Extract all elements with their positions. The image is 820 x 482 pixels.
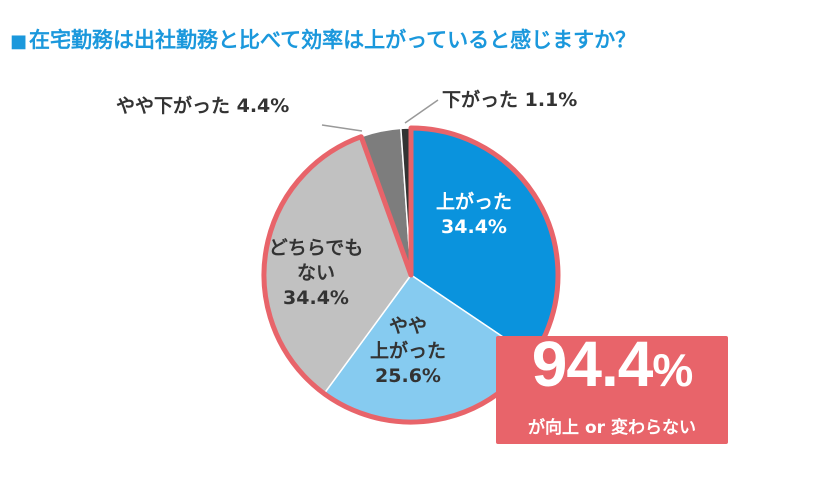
leader-line-4 (404, 99, 439, 124)
summary-caption: が向上 or 変わらない (528, 418, 696, 438)
slice-label-0-line-1: 34.4% (441, 216, 507, 238)
square-bullet-icon: ■ (10, 31, 28, 52)
summary-unit: % (652, 344, 693, 396)
summary-percentage: 94.4% (496, 332, 728, 396)
slice-label-2-line-2: 34.4% (283, 287, 349, 309)
highlight-outline-path (261, 125, 561, 425)
summary-callout: 94.4% が向上 or 変わらない (496, 332, 728, 444)
leader-line-3 (321, 124, 363, 132)
chart-title-text: 在宅勤務は出社勤務と比べて効率は上がっていると感じますか？ (29, 28, 637, 52)
leader-lines (321, 99, 439, 132)
slice-label-1-line-1: 上がった (370, 339, 446, 362)
slice-label-1-line-0: やや (389, 315, 427, 337)
chart-title: ■在宅勤務は出社勤務と比べて効率は上がっていると感じますか？ (10, 30, 636, 51)
highlight-outline (261, 125, 561, 425)
slice-label-3: やや下がった 4.4% (116, 94, 289, 117)
slice-label-2-line-1: ない (297, 262, 335, 284)
slice-label-1-line-2: 25.6% (375, 365, 441, 387)
slice-label-4: 下がった 1.1% (442, 88, 577, 111)
summary-number: 94.4 (531, 328, 654, 400)
slice-label-2-line-0: どちらでも (269, 237, 363, 259)
slice-label-0-line-0: 上がった (436, 190, 512, 213)
